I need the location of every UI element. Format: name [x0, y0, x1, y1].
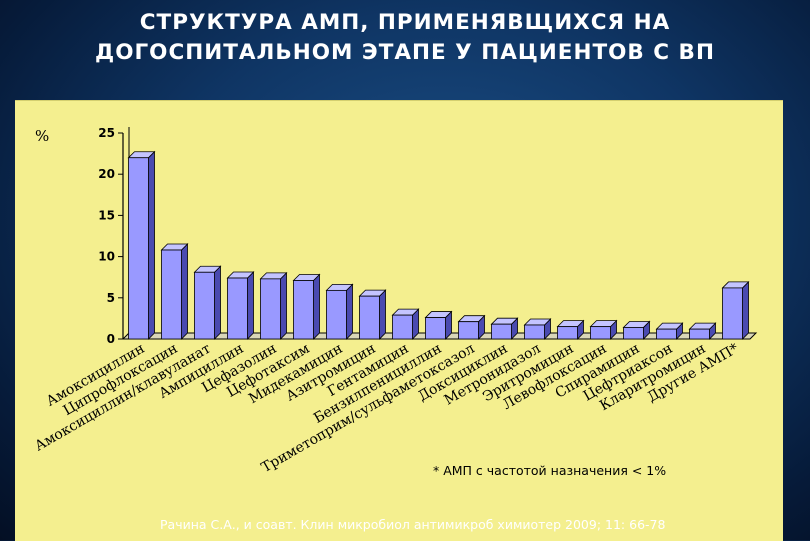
y-tick-label: 0 — [107, 332, 115, 346]
bar — [590, 326, 611, 340]
chart-footnote: * АМП с частотой назначения < 1% — [433, 463, 667, 478]
bar — [194, 271, 215, 340]
chart-panel: 0 5 10 15 20 25% Амоксициллин Ципрофлоксацин Амо… — [15, 100, 783, 541]
bar — [425, 317, 446, 340]
source-citation: Рачина С.А., и соавт. Клин микробиол ант… — [160, 517, 666, 532]
y-tick-label: 15 — [98, 208, 115, 222]
y-tick-label: 5 — [107, 291, 115, 305]
bar — [458, 321, 479, 340]
bar-side — [148, 150, 155, 340]
bar-side — [742, 280, 749, 340]
bar — [557, 326, 578, 340]
bar-side — [346, 283, 353, 340]
bar — [524, 324, 545, 340]
bar-side — [379, 289, 386, 340]
bar-side — [214, 265, 221, 340]
y-tick-label: 10 — [98, 250, 115, 264]
bar — [260, 278, 281, 340]
bar — [227, 277, 248, 340]
bar — [392, 314, 413, 340]
bar — [128, 157, 149, 340]
slide-title: СТРУКТУРА АМП, ПРИМЕНЯВЩИХСЯ НА ДОГОСПИТ… — [0, 8, 810, 68]
bar — [359, 295, 380, 340]
bar — [623, 327, 644, 340]
title-line-2: ДОГОСПИТАЛЬНОМ ЭТАПЕ У ПАЦИЕНТОВ С ВП — [95, 40, 715, 65]
bar-side — [280, 271, 287, 340]
bar — [656, 328, 677, 340]
bar — [722, 287, 743, 340]
bar — [491, 323, 512, 340]
bar-chart: 0510152025%АмоксициллинЦипрофлоксацинАмо… — [32, 126, 758, 476]
y-tick-label: 20 — [98, 167, 115, 181]
y-tick-label: 25 — [98, 126, 115, 140]
bar-side — [247, 271, 254, 340]
bar — [161, 249, 182, 340]
title-line-1: СТРУКТУРА АМП, ПРИМЕНЯВЩИХСЯ НА — [139, 10, 671, 35]
y-axis-label: % — [35, 127, 49, 145]
bar — [326, 289, 347, 340]
bar — [689, 328, 710, 340]
bar-side — [313, 273, 320, 340]
bar — [293, 280, 314, 340]
bar-side — [181, 243, 188, 340]
